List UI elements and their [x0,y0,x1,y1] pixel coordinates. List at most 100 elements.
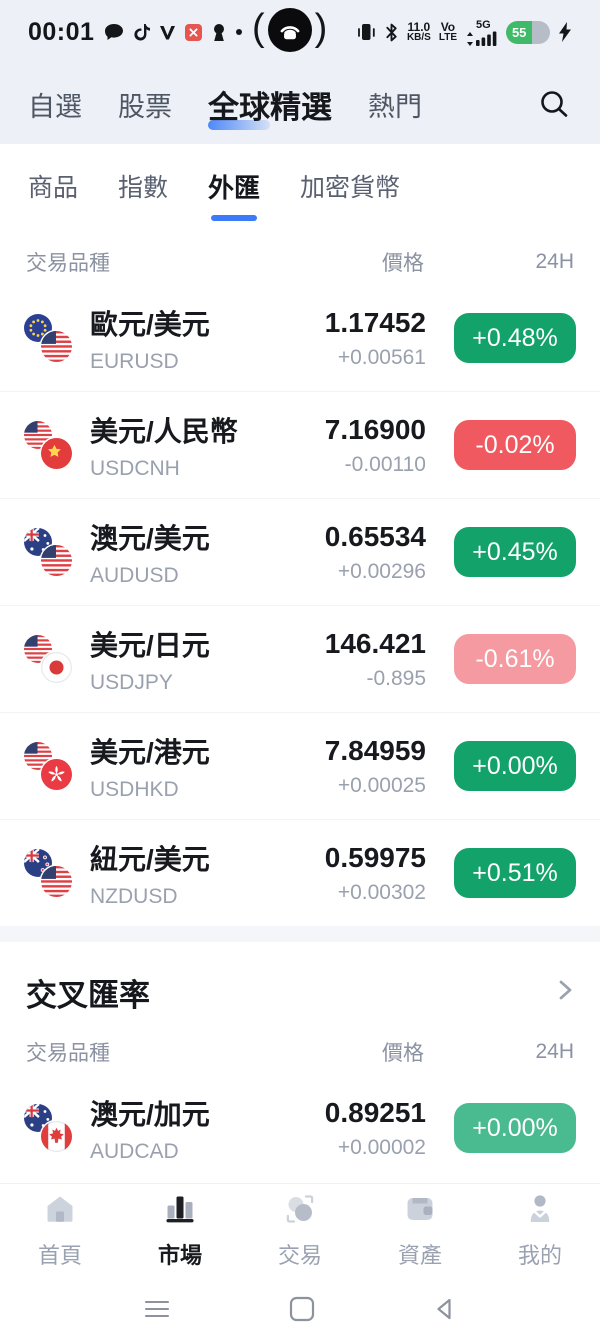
tab-bar-item-profile[interactable]: 我的 [480,1184,600,1278]
sub-tab-indices[interactable]: 指數 [118,168,168,220]
pair-name: 美元/日元 [90,629,210,661]
pair-price: 0.59975 [324,841,426,873]
currency-pair-flags [24,421,72,469]
top-tab-hot[interactable]: 熱門 [368,85,422,124]
sub-tab-commodities[interactable]: 商品 [28,168,78,220]
quote-currency-flag-icon [41,331,72,362]
tab-bar-item-trade[interactable]: 交易 [240,1184,360,1278]
top-tab-stocks[interactable]: 股票 [118,85,172,124]
active-tab-underline [327,214,373,220]
pair-code: AUDUSD [90,563,179,587]
currency-pair-flags [24,314,72,362]
tab-label: 全球精選 [208,89,332,125]
col-price: 價格 [382,1042,424,1065]
trade-circles-icon [282,1192,318,1231]
notification-dot [236,29,243,35]
tab-label: 熱門 [368,91,422,122]
instrument-row[interactable]: 美元/港元 USDHKD 7.84959 +0.00025 +0.00% [0,712,600,819]
instrument-row[interactable]: 澳元/加元 AUDCAD 0.89251 +0.00002 +0.00% [0,1075,600,1181]
instrument-row[interactable]: 美元/日元 USDJPY 146.421 -0.895 -0.61% [0,605,600,712]
base-currency-flag-icon [24,635,52,663]
pct-change-badge: +0.51% [454,848,576,898]
top-tab-global-picks[interactable]: 全球精選 [208,82,332,130]
pair-change: -0.895 [366,666,426,690]
square-icon[interactable] [288,1295,316,1323]
home-icon [42,1192,78,1231]
pair-change: +0.00561 [337,345,426,369]
base-currency-flag-icon [24,421,52,449]
cross-rates-header[interactable]: 交叉匯率 [0,942,600,1021]
base-currency-flag-icon [24,742,52,770]
pair-price: 7.84959 [324,734,426,766]
active-tab-underline [120,214,166,220]
quote-currency-flag-icon [41,1121,72,1152]
bottom-tab-bar: 首頁 市場 交易 資產 我的 [0,1183,600,1278]
pair-name: 歐元/美元 [90,308,210,340]
menu-icon[interactable] [142,1296,172,1322]
tab-bar-item-assets[interactable]: 資產 [360,1184,480,1278]
person-icon [522,1192,558,1231]
recording-paren-right: ) [314,7,328,49]
tab-bar-item-home[interactable]: 首頁 [0,1184,120,1278]
quote-currency-flag-icon [41,545,72,576]
col-instrument: 交易品種 [26,252,110,275]
tab-bar-label: 我的 [517,1243,562,1268]
tab-bar-label: 資產 [397,1243,442,1268]
pct-change-badge: +0.00% [454,741,576,791]
instrument-row[interactable]: 紐元/美元 NZDUSD 0.59975 +0.00302 +0.51% [0,819,600,926]
top-tab-watchlist[interactable]: 自選 [28,85,82,124]
pair-code: AUDCAD [90,1139,179,1163]
tab-label: 自選 [28,91,82,122]
pair-name: 美元/人民幣 [90,415,238,447]
pair-change: +0.00002 [337,1135,426,1159]
v-app-icon [159,24,176,41]
tab-bar-label: 首頁 [37,1243,82,1268]
chat-bubble-icon [104,23,124,42]
network-type-label: 5G [476,18,491,31]
pct-change-badge: +0.48% [454,313,576,363]
currency-pair-flags [24,528,72,576]
volte-indicator: Vo LTE [438,20,457,43]
tab-label: 外匯 [208,173,261,203]
pair-name: 紐元/美元 [90,843,210,875]
tab-label: 加密貨幣 [300,174,401,202]
tab-label: 指數 [118,174,169,202]
pair-price: 7.16900 [324,413,426,445]
android-navigation-bar [0,1278,600,1340]
pair-name: 美元/港元 [90,736,210,768]
sub-tab-forex[interactable]: 外匯 [208,168,260,221]
instrument-row[interactable]: 澳元/美元 AUDUSD 0.65534 +0.00296 +0.45% [0,498,600,605]
tiktok-icon [133,23,151,42]
pair-name: 澳元/加元 [90,1098,210,1130]
network-speed: 11.0 KB/S [406,20,431,43]
pair-price: 1.17452 [324,306,426,338]
status-right-cluster: 11.0 KB/S Vo LTE 5G 55 [356,19,572,46]
camera-cutout-recording-indicator: ( ) [252,8,327,52]
secondary-tab-bar: 商品 指數 外匯 加密貨幣 [0,144,600,231]
bluetooth-icon [384,22,399,43]
battery-level: 55 [511,24,527,40]
pct-change-badge: -0.61% [454,634,576,684]
pair-change: +0.00025 [337,773,426,797]
pair-price: 0.65534 [324,520,426,552]
active-tab-underline [30,214,76,220]
screencast-icon [267,8,312,52]
quote-currency-flag-icon [41,438,72,469]
section-divider [0,926,600,942]
pair-name: 澳元/美元 [90,522,210,554]
col-24h: 24H [535,1040,574,1063]
battery-icon: 55 [506,20,550,44]
tab-bar-item-market[interactable]: 市場 [120,1184,240,1278]
back-triangle-icon[interactable] [432,1296,458,1322]
pair-code: USDJPY [90,670,173,694]
status-bar: 00:01 ( ) 11.0 KB/S Vo LTE [0,0,600,64]
primary-tab-bar: 自選 股票 全球精選 熱門 [0,64,600,144]
col-price: 價格 [382,252,424,275]
quote-currency-flag-icon [41,759,72,790]
active-tab-underline [211,215,258,221]
sub-tab-crypto[interactable]: 加密貨幣 [300,168,400,220]
search-icon[interactable] [536,86,572,122]
instrument-row[interactable]: 歐元/美元 EURUSD 1.17452 +0.00561 +0.48% [0,285,600,391]
instrument-row[interactable]: 美元/人民幣 USDCNH 7.16900 -0.00110 -0.02% [0,391,600,498]
vibrate-icon [356,21,376,43]
